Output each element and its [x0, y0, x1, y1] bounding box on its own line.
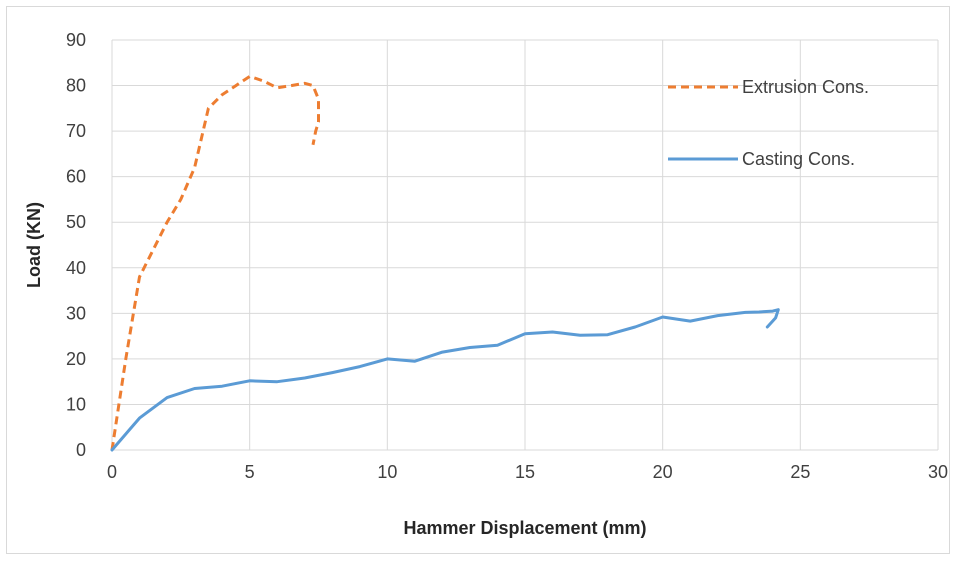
series-line-extrusion: [110, 74, 320, 451]
tick-labels: 0 10 20 30 40 50 60 70 80 90 0 5 10 15 20 25 30: [66, 30, 948, 482]
chart-frame: [6, 6, 950, 554]
y-tick-label: 90: [66, 30, 86, 50]
x-axis-title: Hammer Displacement (mm): [403, 518, 646, 538]
x-tick-label: 10: [377, 462, 397, 482]
y-tick-label: 20: [66, 349, 86, 369]
y-tick-label: 50: [66, 212, 86, 232]
y-tick-label: 30: [66, 303, 86, 323]
x-tick-label: 25: [790, 462, 810, 482]
y-tick-label: 70: [66, 121, 86, 141]
legend-label-extrusion: Extrusion Cons.: [742, 77, 869, 97]
y-tick-label: 0: [76, 440, 86, 460]
x-tick-label: 5: [245, 462, 255, 482]
series-layer: [110, 74, 780, 452]
y-tick-label: 10: [66, 394, 86, 414]
x-tick-label: 30: [928, 462, 948, 482]
series-line-casting: [110, 308, 780, 452]
x-tick-label: 0: [107, 462, 117, 482]
y-axis-title: Load (KN): [24, 202, 44, 288]
y-tick-label: 60: [66, 167, 86, 187]
y-tick-label: 80: [66, 76, 86, 96]
legend-label-casting: Casting Cons.: [742, 149, 855, 169]
legend: Extrusion Cons. Casting Cons.: [668, 77, 869, 169]
x-tick-label: 20: [653, 462, 673, 482]
gridlines: [111, 39, 939, 451]
x-tick-label: 15: [515, 462, 535, 482]
y-tick-label: 40: [66, 258, 86, 278]
